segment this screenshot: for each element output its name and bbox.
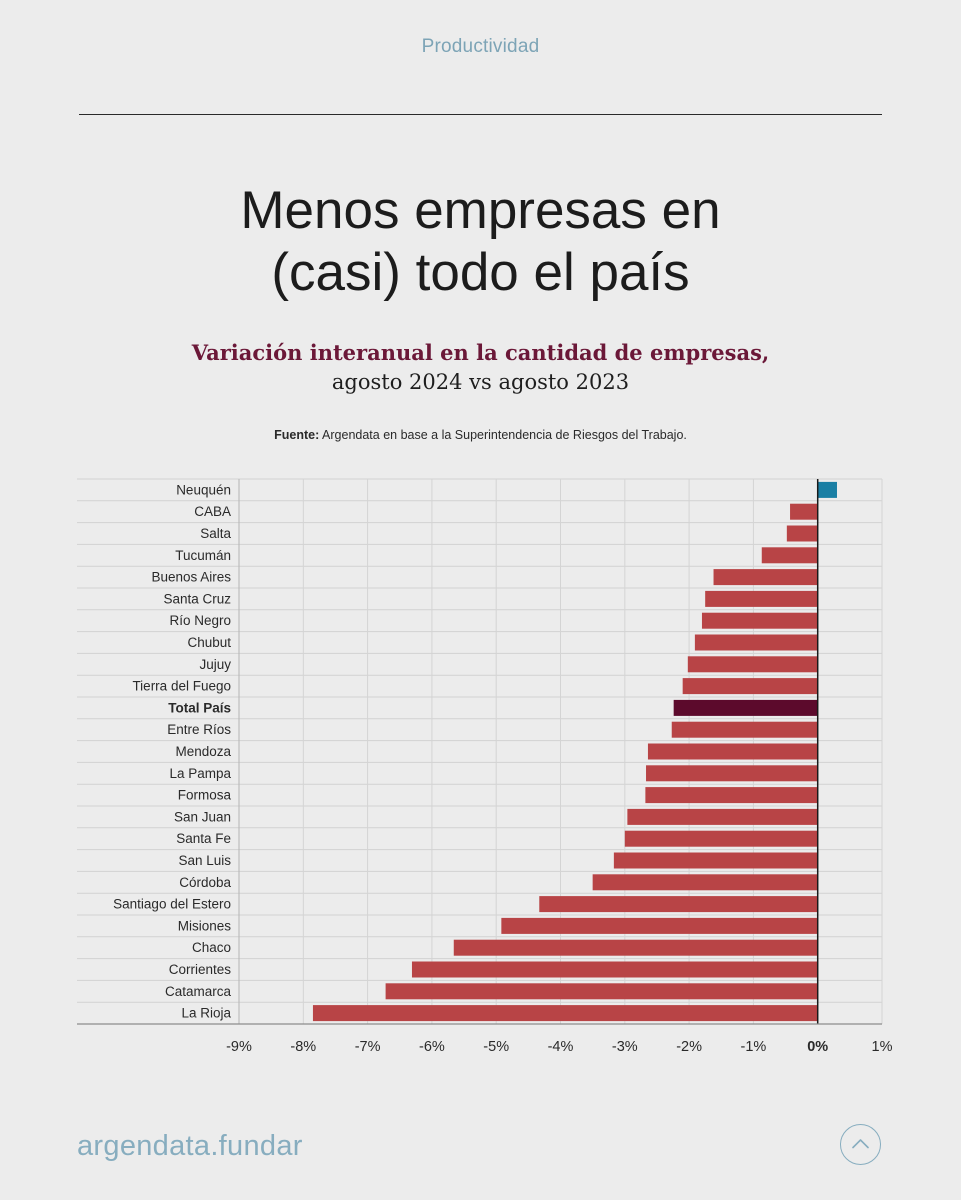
bar-entre-ríos <box>671 721 818 738</box>
x-tick-label: -6% <box>419 1039 445 1055</box>
category-label: CABA <box>194 504 231 519</box>
x-tick-label: 1% <box>872 1039 893 1055</box>
title-line-2: (casi) todo el país <box>271 243 690 302</box>
category-label: San Luis <box>178 853 231 868</box>
category-label: Jujuy <box>199 657 231 672</box>
x-tick-label: -8% <box>290 1039 316 1055</box>
bar-río-negro <box>701 612 818 629</box>
x-tick-label: -5% <box>483 1039 509 1055</box>
x-tick-label: -9% <box>226 1039 252 1055</box>
bar-formosa <box>645 787 818 804</box>
bar-corrientes <box>411 961 818 978</box>
bar-santa-fe <box>624 830 818 847</box>
category-label: Tierra del Fuego <box>132 679 231 694</box>
bar-caba <box>790 503 818 520</box>
header-divider <box>79 114 882 115</box>
bar-catamarca <box>385 983 818 1000</box>
category-label: Chaco <box>192 940 231 955</box>
scroll-top-button[interactable] <box>840 1124 881 1165</box>
category-label: Córdoba <box>179 875 231 890</box>
brand-link[interactable]: argendata.fundar <box>77 1130 303 1162</box>
category-label: La Rioja <box>181 1006 231 1021</box>
x-tick-label: -2% <box>676 1039 702 1055</box>
chart-subtitle: Variación interanual en la cantidad de e… <box>0 338 961 397</box>
bar-misiones <box>501 917 818 934</box>
category-label: Catamarca <box>165 984 232 999</box>
bar-salta <box>786 525 818 542</box>
title-line-1: Menos empresas en <box>240 181 721 240</box>
source-label: Fuente: <box>274 428 320 442</box>
bar-buenos-aires <box>713 569 818 586</box>
page-title: Menos empresas en (casi) todo el país <box>0 180 961 304</box>
category-label: Misiones <box>178 918 232 933</box>
bar-total-país <box>673 699 818 716</box>
chevron-up-icon <box>852 1139 869 1149</box>
category-label: Santiago del Estero <box>113 897 231 912</box>
bar-la-pampa <box>646 765 818 782</box>
bar-la-rioja <box>312 1005 818 1022</box>
category-label: Total País <box>168 700 231 715</box>
bar-san-luis <box>613 852 818 869</box>
bar-santiago-del-estero <box>539 896 818 913</box>
bar-córdoba <box>592 874 818 891</box>
subtitle-normal: agosto 2024 vs agosto 2023 <box>331 370 630 394</box>
category-label: Buenos Aires <box>151 570 231 585</box>
category-label: Tucumán <box>175 548 231 563</box>
bar-chubut <box>694 634 818 651</box>
category-label: Santa Fe <box>176 831 231 846</box>
source-text: Argendata en base a la Superintendencia … <box>322 428 687 442</box>
x-tick-label: -1% <box>741 1039 767 1055</box>
bar-neuquén <box>817 481 837 498</box>
x-tick-label: 0% <box>807 1039 828 1055</box>
section-label: Productividad <box>421 36 540 57</box>
x-tick-label: -3% <box>612 1039 638 1055</box>
subtitle-bold: Variación interanual en la cantidad de e… <box>191 340 770 365</box>
bar-mendoza <box>647 743 818 760</box>
category-label: Santa Cruz <box>163 591 231 606</box>
bar-jujuy <box>687 656 818 673</box>
category-label: Neuquén <box>176 482 231 497</box>
source-note: Fuente: Argendata en base a la Superinte… <box>0 428 961 442</box>
x-tick-label: -4% <box>548 1039 574 1055</box>
bar-san-juan <box>627 808 818 825</box>
category-label: San Juan <box>174 809 231 824</box>
category-label: Río Negro <box>169 613 231 628</box>
bar-chaco <box>453 939 818 956</box>
category-label: Chubut <box>187 635 231 650</box>
category-label: Mendoza <box>175 744 231 759</box>
category-label: La Pampa <box>169 766 231 781</box>
category-label: Corrientes <box>169 962 232 977</box>
bar-tucumán <box>761 547 818 564</box>
category-label: Salta <box>200 526 231 541</box>
bar-santa-cruz <box>705 590 818 607</box>
category-label: Formosa <box>178 788 232 803</box>
category-label: Entre Ríos <box>167 722 231 737</box>
bar-tierra-del-fuego <box>682 678 818 695</box>
x-tick-label: -7% <box>355 1039 381 1055</box>
